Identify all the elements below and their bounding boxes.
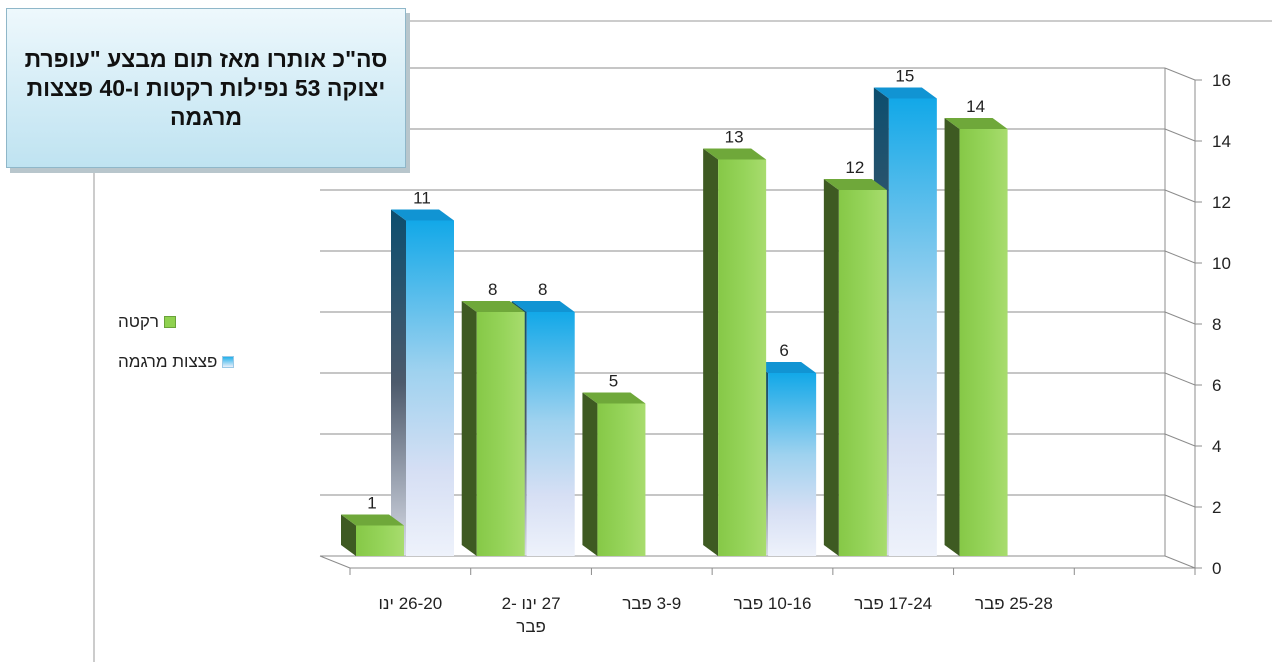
bar-rocket [718,159,767,556]
x-tick-label: 3-9 פבר [622,594,681,613]
floor-left-line [319,555,351,569]
bar-mortar-top [511,301,575,312]
bar-rocket-side [341,514,356,556]
y-tick-label: 8 [1212,315,1221,334]
gridline-depth [1164,494,1196,508]
legend-swatch-mortar [222,356,235,368]
data-label-mortar: 11 [413,189,431,208]
data-label-rocket: 8 [488,280,497,299]
data-label-rocket: 13 [725,128,744,147]
y-tick-label: 2 [1212,498,1221,517]
legend-label-mortar: פצצות מרגמה [118,352,218,371]
legend-swatch-rocket [163,316,176,328]
data-label-mortar: 6 [779,341,788,360]
y-tick-label: 6 [1212,376,1221,395]
bar-mortar [768,373,817,556]
y-tick-label: 0 [1212,559,1221,578]
bar-rocket-top [823,179,887,190]
bar-rocket-top [461,301,525,312]
x-tick-label: 17-24 פבר [854,594,932,613]
x-tick-label: 26-20 ינו [379,594,443,613]
gridline-depth [1164,67,1196,81]
y-tick-label: 10 [1212,254,1231,273]
bar-rocket-top [341,514,404,526]
floor-right-line [1164,555,1196,569]
x-tick-label: 10-16 פבר [734,594,812,613]
legend-item-mortar: פצצות מרגמה [118,352,235,372]
y-tick-label: 14 [1212,132,1231,151]
bar-rocket [476,312,525,556]
bar-rocket-top [703,148,767,160]
gridline-depth [1164,189,1196,203]
gridline-depth [1164,250,1196,264]
y-tick-label: 12 [1212,193,1231,212]
gridline-depth [1164,433,1196,447]
chart-title-box: סה"כ אותרו מאז תום מבצע "עופרת יצוקה 53 … [6,8,406,168]
data-label-rocket: 1 [367,494,376,513]
data-label-rocket: 14 [966,97,985,116]
bar-rocket-side [703,148,719,556]
data-label-mortar: 8 [538,280,547,299]
bar-rocket-top [582,392,646,404]
bar-mortar [406,220,454,556]
data-label-rocket: 5 [609,372,618,391]
legend-item-rocket: רקטה [118,312,234,332]
y-tick-label: 4 [1212,437,1221,456]
bar-rocket [356,525,404,556]
chart-title: סה"כ אותרו מאז תום מבצע "עופרת יצוקה 53 … [24,45,388,130]
x-tick-label: 25-28 פבר [975,594,1053,613]
bar-mortar-top [391,209,454,221]
legend-label-rocket: רקטה [118,312,159,331]
gridline-depth [1164,372,1196,386]
bar-rocket [838,190,887,556]
gridline-depth [1164,128,1196,142]
bar-rocket [959,129,1008,556]
bar-rocket-side [461,301,477,556]
legend: רקטה פצצות מרגמה [118,312,235,392]
y-tick-label: 16 [1212,71,1231,90]
bars [341,87,1008,556]
x-tick-label: 27 ינו -2 פבר [502,594,561,636]
bar-mortar-side [391,209,406,556]
bar-rocket [597,403,646,556]
bar-rocket-side [582,392,598,556]
bar-mortar-top [873,87,937,99]
data-label-rocket: 12 [845,158,864,177]
gridline-depth [1164,311,1196,325]
bar-mortar [526,312,575,556]
bar-rocket-side [823,179,839,556]
bar-rocket-side [944,118,960,556]
bar-mortar-top [753,362,817,373]
data-label-mortar: 15 [895,67,914,86]
bar-mortar [888,98,937,556]
bar-rocket-top [944,118,1008,129]
